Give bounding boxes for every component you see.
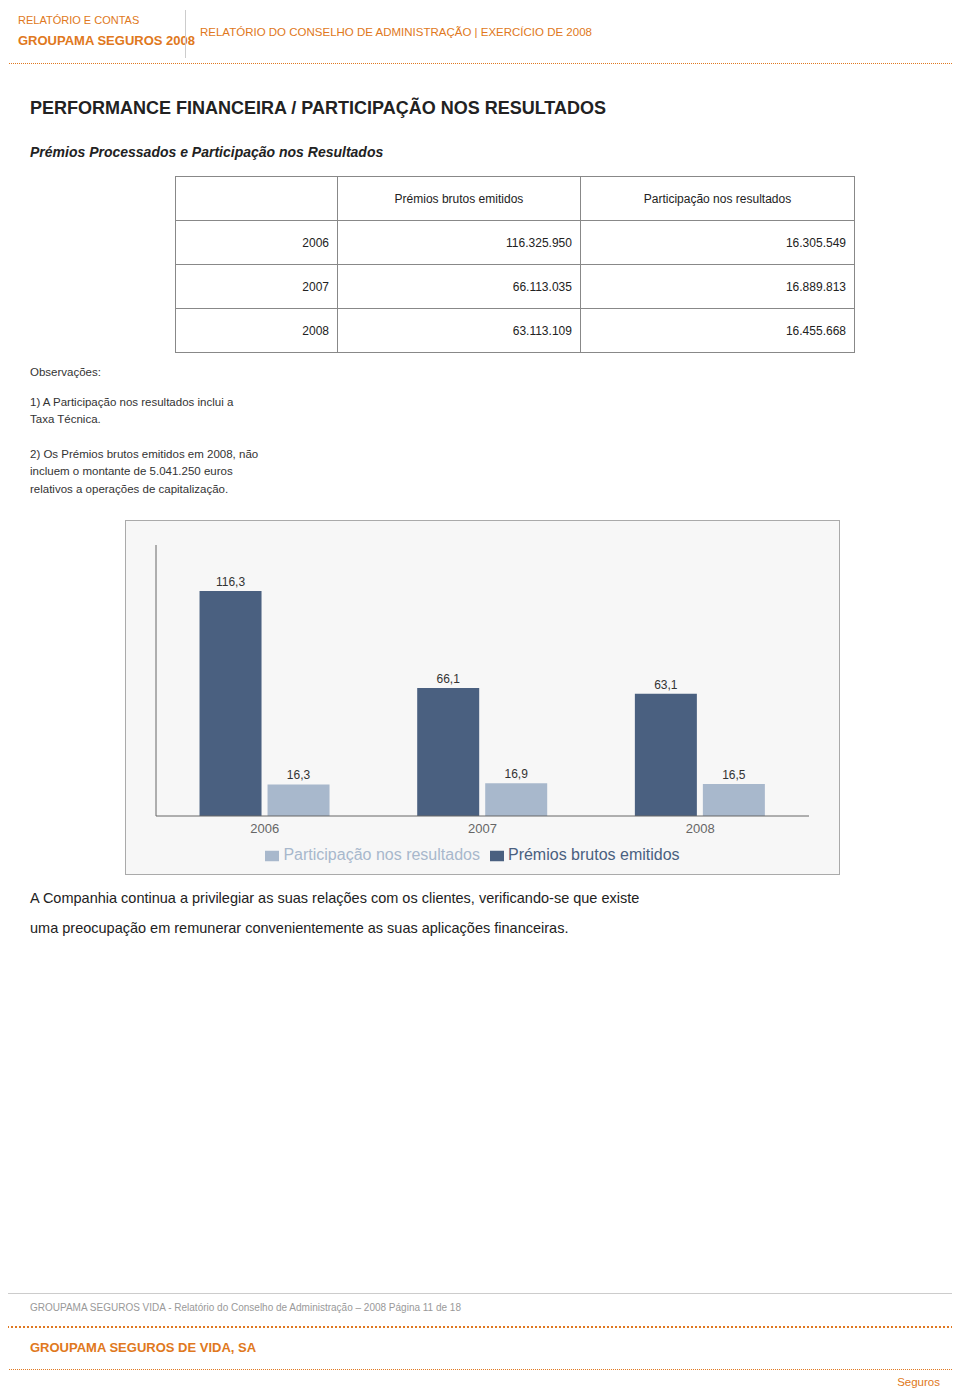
html-text:16.889.813: 16.889.813	[785, 279, 846, 294]
svg-text:2006: 2006	[250, 821, 279, 836]
html-text:Observações:: Observações:	[30, 366, 101, 378]
html-text:PERFORMANCE FINANCEIRA / PARTI: PERFORMANCE FINANCEIRA / PARTICIPAÇÃO NO…	[30, 98, 606, 118]
html-text:66.113.035: 66.113.035	[512, 279, 572, 294]
html-text:Participação nos resultados: Participação nos resultados	[283, 846, 480, 863]
html-text:Prémios brutos emitidos: Prémios brutos emitidos	[508, 846, 680, 863]
svg-text:16,3: 16,3	[287, 768, 311, 782]
svg-text:16,9: 16,9	[505, 767, 529, 781]
html-text:2006: 2006	[302, 235, 329, 250]
html-text:RELATÓRIO DO CONSELHO DE ADMIN: RELATÓRIO DO CONSELHO DE ADMINISTRAÇÃO |…	[200, 26, 592, 38]
html-text:GROUPAMA SEGUROS VIDA - Relató: GROUPAMA SEGUROS VIDA - Relatório do Con…	[30, 1302, 461, 1313]
html-text:16.455.668: 16.455.668	[785, 323, 846, 338]
svg-text:16,5: 16,5	[722, 768, 746, 782]
svg-text:116,3: 116,3	[216, 575, 245, 589]
html-text:Prémios Processados e Particip: Prémios Processados e Participação nos R…	[30, 144, 384, 160]
html-text:RELATÓRIO E CONTAS: RELATÓRIO E CONTAS	[18, 14, 140, 26]
svg-text:63,1: 63,1	[654, 678, 678, 692]
html-text:GROUPAMA SEGUROS DE VIDA, SA: GROUPAMA SEGUROS DE VIDA, SA	[30, 1340, 257, 1355]
svg-text:2007: 2007	[468, 821, 497, 836]
html-text:Participação nos resultados: Participação nos resultados	[643, 191, 792, 206]
html-text:116.325.950: 116.325.950	[506, 235, 572, 250]
html-text:63.113.109: 63.113.109	[512, 323, 572, 338]
html-text:1) A Participação nos resultad: 1) A Participação nos resultados inclui …	[30, 396, 234, 426]
html-text:2007: 2007	[302, 279, 329, 294]
svg-text:2008: 2008	[686, 821, 715, 836]
html-text:uma preocupação em remunerar c: uma preocupação em remunerar conveniente…	[30, 920, 569, 936]
html-text:Seguros: Seguros	[897, 1376, 940, 1388]
html-text:Prémios brutos emitidos: Prémios brutos emitidos	[394, 191, 524, 206]
html-text:A Companhia continua a privile: A Companhia continua a privilegiar as su…	[30, 890, 640, 906]
html-text:16.305.549: 16.305.549	[785, 235, 846, 250]
html-text:GROUPAMA SEGUROS 2008: GROUPAMA SEGUROS 2008	[18, 33, 195, 48]
html-text:2) Os Prémios brutos emitidos: 2) Os Prémios brutos emitidos em 2008, n…	[30, 448, 259, 495]
svg-text:66,1: 66,1	[437, 672, 461, 686]
html-text:2008: 2008	[302, 323, 329, 338]
